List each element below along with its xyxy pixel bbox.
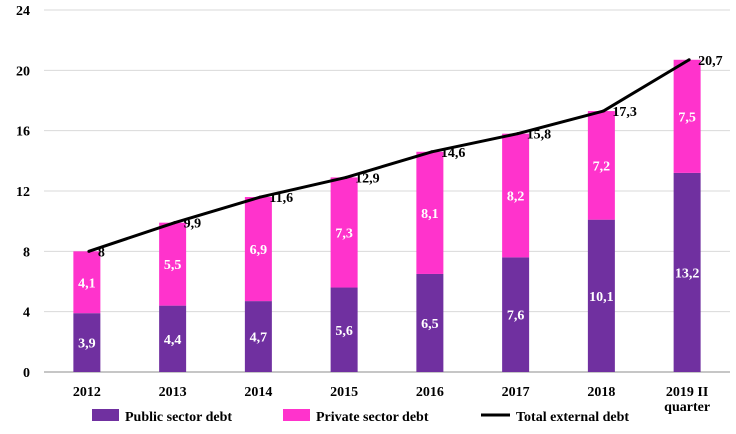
bar-private-sector-debt [673, 59, 701, 173]
bar-private-sector-debt [502, 133, 530, 258]
point-total-external-debt [601, 109, 605, 113]
x-tick-label: 2019 II [666, 385, 708, 400]
data-label-total-external-debt: 8 [98, 245, 105, 260]
point-total-external-debt [516, 132, 520, 136]
data-label-public-sector-debt: 3,9 [78, 337, 96, 352]
data-label-private-sector-debt: 5,5 [164, 258, 182, 273]
data-label-total-external-debt: 15,8 [527, 128, 552, 143]
data-label-total-external-debt: 9,9 [184, 217, 202, 232]
bar-private-sector-debt [416, 151, 444, 274]
data-label-total-external-debt: 20,7 [698, 54, 723, 69]
bar-private-sector-debt [73, 251, 101, 314]
data-label-total-external-debt: 17,3 [612, 105, 637, 120]
bar-public-sector-debt [330, 287, 358, 372]
data-label-private-sector-debt: 4,1 [78, 276, 96, 291]
point-total-external-debt [258, 195, 262, 199]
legend-label-private-sector-debt: Private sector debt [316, 410, 429, 425]
bar-public-sector-debt [502, 257, 530, 372]
data-label-total-external-debt: 11,6 [269, 191, 293, 206]
legend-label-public-sector-debt: Public sector debt [125, 410, 232, 425]
data-label-public-sector-debt: 10,1 [589, 290, 614, 305]
legend-label-total-external-debt: Total external debt [516, 410, 629, 425]
point-total-external-debt [687, 58, 691, 62]
point-total-external-debt [430, 150, 434, 154]
data-label-public-sector-debt: 4,7 [250, 331, 268, 346]
bar-private-sector-debt [587, 111, 615, 220]
y-tick-label: 24 [16, 4, 30, 19]
x-tick-label: 2013 [159, 385, 187, 400]
data-label-public-sector-debt: 6,5 [421, 317, 439, 332]
y-tick-label: 12 [16, 185, 30, 200]
data-label-private-sector-debt: 8,2 [507, 190, 525, 205]
data-label-private-sector-debt: 6,9 [250, 243, 268, 258]
data-label-public-sector-debt: 7,6 [507, 309, 525, 324]
bar-private-sector-debt [330, 177, 358, 288]
data-label-private-sector-debt: 7,2 [593, 159, 611, 174]
bar-public-sector-debt [416, 273, 444, 372]
data-label-total-external-debt: 14,6 [441, 146, 466, 161]
data-label-private-sector-debt: 8,1 [421, 207, 439, 222]
y-tick-label: 0 [23, 366, 30, 381]
data-label-private-sector-debt: 7,3 [335, 226, 353, 241]
y-tick-label: 8 [23, 245, 30, 260]
y-tick-label: 4 [23, 306, 30, 321]
bar-private-sector-debt [244, 197, 272, 302]
point-total-external-debt [87, 249, 91, 253]
point-total-external-debt [344, 175, 348, 179]
data-label-total-external-debt: 12,9 [355, 171, 380, 186]
x-tick-label: 2016 [416, 385, 444, 400]
bar-public-sector-debt [673, 172, 701, 372]
x-tick-label: 2014 [244, 385, 272, 400]
y-tick-label: 20 [16, 64, 30, 79]
y-tick-label: 16 [16, 125, 30, 140]
bar-public-sector-debt [73, 313, 101, 372]
legend-swatch-public-sector-debt [92, 409, 119, 421]
point-total-external-debt [173, 221, 177, 225]
bar-public-sector-debt [244, 301, 272, 372]
data-label-public-sector-debt: 13,2 [675, 266, 700, 281]
bar-private-sector-debt [159, 222, 187, 306]
x-tick-label: 2018 [587, 385, 615, 400]
line-total-external-debt [88, 58, 690, 253]
x-tick-label: 2015 [330, 385, 358, 400]
legend-swatch-private-sector-debt [283, 409, 310, 421]
x-tick-label: quarter [664, 400, 710, 415]
bar-public-sector-debt [587, 219, 615, 372]
data-label-private-sector-debt: 7,5 [678, 110, 696, 125]
data-label-public-sector-debt: 4,4 [164, 333, 182, 348]
bar-public-sector-debt [159, 305, 187, 372]
x-tick-label: 2012 [73, 385, 101, 400]
data-label-public-sector-debt: 5,6 [335, 324, 353, 339]
x-tick-label: 2017 [502, 385, 530, 400]
